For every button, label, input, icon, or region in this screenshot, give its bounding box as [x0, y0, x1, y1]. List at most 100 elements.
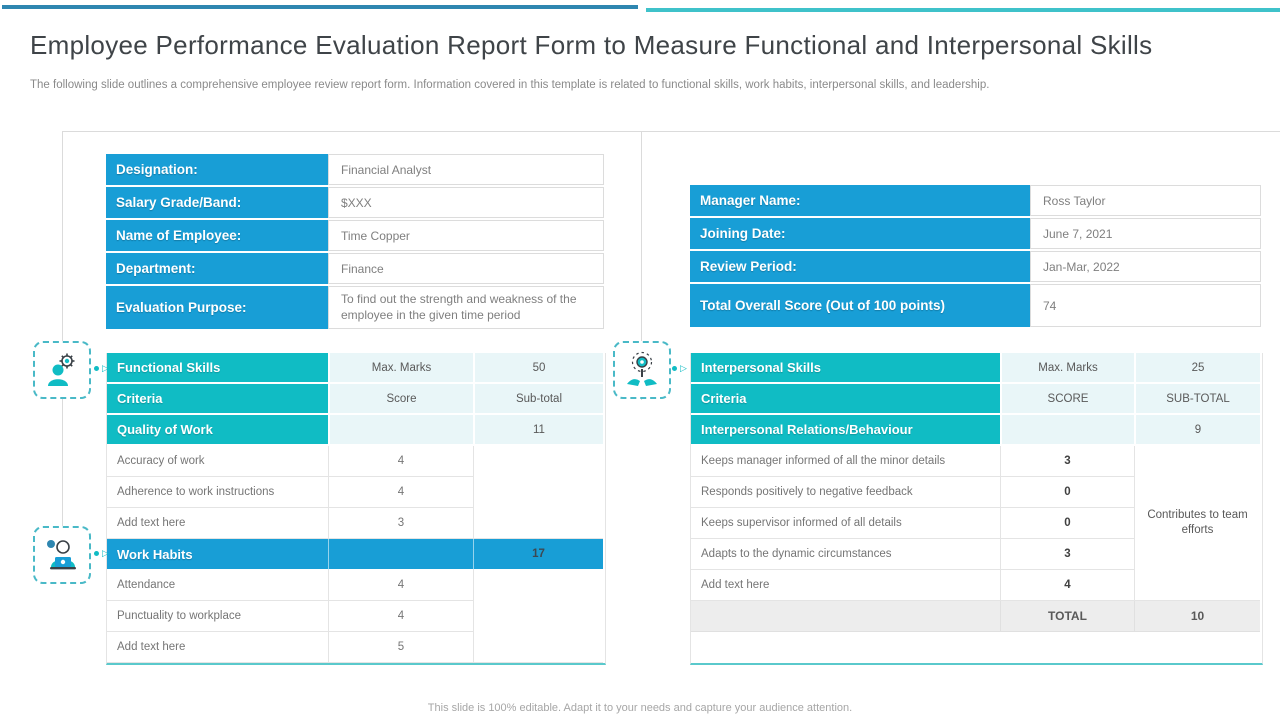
merged-subtotal-cell	[473, 446, 603, 539]
table-row: Review Period: Jan-Mar, 2022	[690, 251, 1261, 282]
empty-cell	[1000, 415, 1134, 446]
table-row: Attendance 4	[107, 570, 603, 663]
table-row: Joining Date: June 7, 2021	[690, 218, 1261, 249]
criteria-cell: Responds positively to negative feedback	[691, 477, 1000, 508]
subtotal-value: 17	[473, 539, 603, 570]
criteria-cell: Add text here	[691, 570, 1000, 601]
connector: ▷	[94, 364, 109, 373]
subsection-header: Quality of Work	[107, 415, 328, 446]
info-value: To find out the strength and weakness of…	[328, 286, 604, 329]
table-row: Interpersonal Skills Max. Marks 25	[691, 353, 1260, 384]
info-value: 74	[1030, 284, 1261, 327]
table-row: Interpersonal Relations/Behaviour 9	[691, 415, 1260, 446]
info-label: Name of Employee:	[106, 220, 328, 251]
interpersonal-skills-table: Interpersonal Skills Max. Marks 25 Crite…	[690, 353, 1263, 665]
empty-cell	[328, 415, 473, 446]
criteria-cell: Keeps manager informed of all the minor …	[691, 446, 1000, 477]
total-value: 10	[1134, 601, 1260, 632]
table-row: Keeps manager informed of all the minor …	[691, 446, 1260, 601]
column-header: Max. Marks	[328, 353, 473, 384]
info-value: Jan-Mar, 2022	[1030, 251, 1261, 282]
merged-note-cell: Contributes to team efforts	[1134, 446, 1260, 601]
criteria-cell: Adapts to the dynamic circumstances	[691, 539, 1000, 570]
table-row: Adapts to the dynamic circumstances 3	[691, 539, 1260, 570]
table-row: Add text here 3	[107, 508, 603, 539]
max-marks-value: 50	[473, 353, 603, 384]
page-title: Employee Performance Evaluation Report F…	[30, 30, 1153, 60]
column-header: Sub-total	[473, 384, 603, 415]
table-row: Quality of Work 11	[107, 415, 603, 446]
info-label: Joining Date:	[690, 218, 1030, 249]
info-value: Financial Analyst	[328, 154, 604, 185]
table-row: Criteria Score Sub-total	[107, 384, 603, 415]
subtotal-value: 11	[473, 415, 603, 446]
criteria-cell: Punctuality to workplace	[107, 601, 328, 632]
score-cell: 4	[328, 601, 473, 632]
criteria-cell: Accuracy of work	[107, 446, 328, 477]
criteria-cell: Add text here	[107, 508, 328, 539]
table-row: Manager Name: Ross Taylor	[690, 185, 1261, 216]
criteria-cell: Add text here	[107, 632, 328, 663]
table-row: Total Overall Score (Out of 100 points) …	[690, 284, 1261, 327]
person-with-gear-icon	[48, 353, 75, 386]
max-marks-value: 25	[1134, 353, 1260, 384]
top-accent-bar-right	[646, 8, 1280, 12]
employee-info-table: Designation: Financial Analyst Salary Gr…	[106, 152, 604, 331]
column-header: Max. Marks	[1000, 353, 1134, 384]
table-row: Salary Grade/Band: $XXX	[106, 187, 604, 218]
info-value: Time Copper	[328, 220, 604, 251]
subsection-header: Work Habits	[107, 539, 328, 570]
table-row: Department: Finance	[106, 253, 604, 284]
info-label: Department:	[106, 253, 328, 284]
functional-skills-table: Functional Skills Max. Marks 50 Criteria…	[106, 353, 606, 665]
table-row: Keeps supervisor informed of all details…	[691, 508, 1260, 539]
empty-cell	[691, 601, 1000, 632]
score-cell: 5	[328, 632, 473, 663]
criteria-cell: Adherence to work instructions	[107, 477, 328, 508]
table-row: Add text here 4	[691, 570, 1260, 601]
table-row: Criteria SCORE SUB-TOTAL	[691, 384, 1260, 415]
empty-row	[691, 632, 1260, 663]
criteria-header: Criteria	[107, 384, 328, 415]
score-cell: 4	[328, 446, 473, 477]
score-cell: 4	[328, 570, 473, 601]
connector-dot-icon	[94, 366, 99, 371]
subsection-header: Interpersonal Relations/Behaviour	[691, 415, 1000, 446]
column-header: SUB-TOTAL	[1134, 384, 1260, 415]
total-row: TOTAL 10	[691, 601, 1260, 632]
criteria-cell: Attendance	[107, 570, 328, 601]
work-habits-badge	[33, 526, 91, 584]
merged-subtotal-cell	[473, 570, 603, 663]
section-header: Functional Skills	[107, 353, 328, 384]
score-cell: 0	[1000, 477, 1134, 508]
functional-skills-badge	[33, 341, 91, 399]
connector-arrow-icon: ▷	[102, 548, 109, 558]
footer-note: This slide is 100% editable. Adapt it to…	[427, 702, 853, 714]
info-value: June 7, 2021	[1030, 218, 1261, 249]
info-label: Review Period:	[690, 251, 1030, 282]
frame-horizontal-line	[62, 131, 1280, 132]
table-row: Name of Employee: Time Copper	[106, 220, 604, 251]
total-label: TOTAL	[1000, 601, 1134, 632]
table-row: Functional Skills Max. Marks 50	[107, 353, 603, 384]
info-label: Manager Name:	[690, 185, 1030, 216]
connector-arrow-icon: ▷	[102, 363, 109, 373]
frame-vertical-line-middle	[641, 131, 642, 400]
info-label: Salary Grade/Band:	[106, 187, 328, 218]
info-label: Designation:	[106, 154, 328, 185]
connector: ▷	[94, 549, 109, 558]
info-label: Total Overall Score (Out of 100 points)	[690, 284, 1030, 327]
table-row: Adherence to work instructions 4	[107, 477, 603, 508]
table-row: Add text here 5	[107, 632, 603, 663]
section-header: Interpersonal Skills	[691, 353, 1000, 384]
score-cell: 4	[1000, 570, 1134, 601]
info-value: Ross Taylor	[1030, 185, 1261, 216]
table-row: Designation: Financial Analyst	[106, 154, 604, 185]
table-row: Work Habits 17	[107, 539, 603, 570]
info-value: Finance	[328, 253, 604, 284]
top-accent-bar-left	[2, 5, 638, 9]
connector-dot-icon	[672, 366, 677, 371]
person-at-laptop-icon	[47, 540, 76, 570]
table-row: Punctuality to workplace 4	[107, 601, 603, 632]
manager-info-table: Manager Name: Ross Taylor Joining Date: …	[690, 183, 1261, 329]
